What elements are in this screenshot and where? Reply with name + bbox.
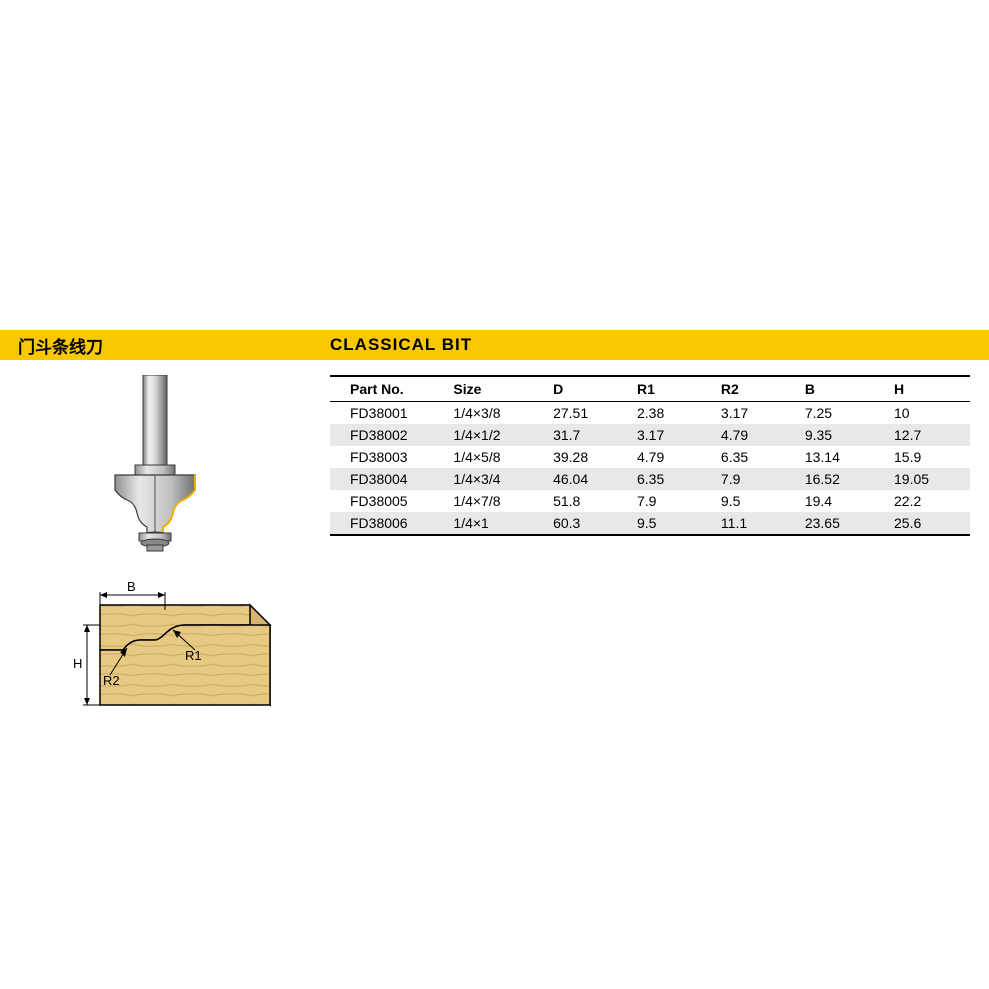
table-row: FD38004 1/4×3/4 46.04 6.35 7.9 16.52 19.…	[330, 468, 970, 490]
title-en: CLASSICAL BIT	[310, 330, 989, 360]
table-row: FD38002 1/4×1/2 31.7 3.17 4.79 9.35 12.7	[330, 424, 970, 446]
title-cn: 门斗条线刀	[0, 330, 310, 360]
col-header-size: Size	[445, 376, 545, 402]
table-row: FD38003 1/4×5/8 39.28 4.79 6.35 13.14 15…	[330, 446, 970, 468]
dim-label-r1: R1	[185, 648, 202, 663]
dim-label-h: H	[73, 656, 82, 671]
table-row: FD38001 1/4×3/8 27.51 2.38 3.17 7.25 10	[330, 402, 970, 425]
col-header-d: D	[545, 376, 629, 402]
table-header-row: Part No. Size D R1 R2 B H	[330, 376, 970, 402]
dim-label-b: B	[127, 580, 136, 594]
col-header-part: Part No.	[330, 376, 445, 402]
col-header-h: H	[886, 376, 970, 402]
dim-label-r2: R2	[103, 673, 120, 688]
col-header-r2: R2	[713, 376, 797, 402]
header-bar: 门斗条线刀 CLASSICAL BIT	[0, 330, 989, 360]
table-row: FD38005 1/4×7/8 51.8 7.9 9.5 19.4 22.2	[330, 490, 970, 512]
spec-table: Part No. Size D R1 R2 B H FD38001 1/4×3/…	[330, 375, 970, 536]
router-bit-illustration	[95, 375, 215, 555]
table-row: FD38006 1/4×1 60.3 9.5 11.1 23.65 25.6	[330, 512, 970, 535]
table-body: FD38001 1/4×3/8 27.51 2.38 3.17 7.25 10 …	[330, 402, 970, 536]
col-header-r1: R1	[629, 376, 713, 402]
col-header-b: B	[797, 376, 886, 402]
profile-diagram: B H R1 R2	[55, 580, 275, 730]
